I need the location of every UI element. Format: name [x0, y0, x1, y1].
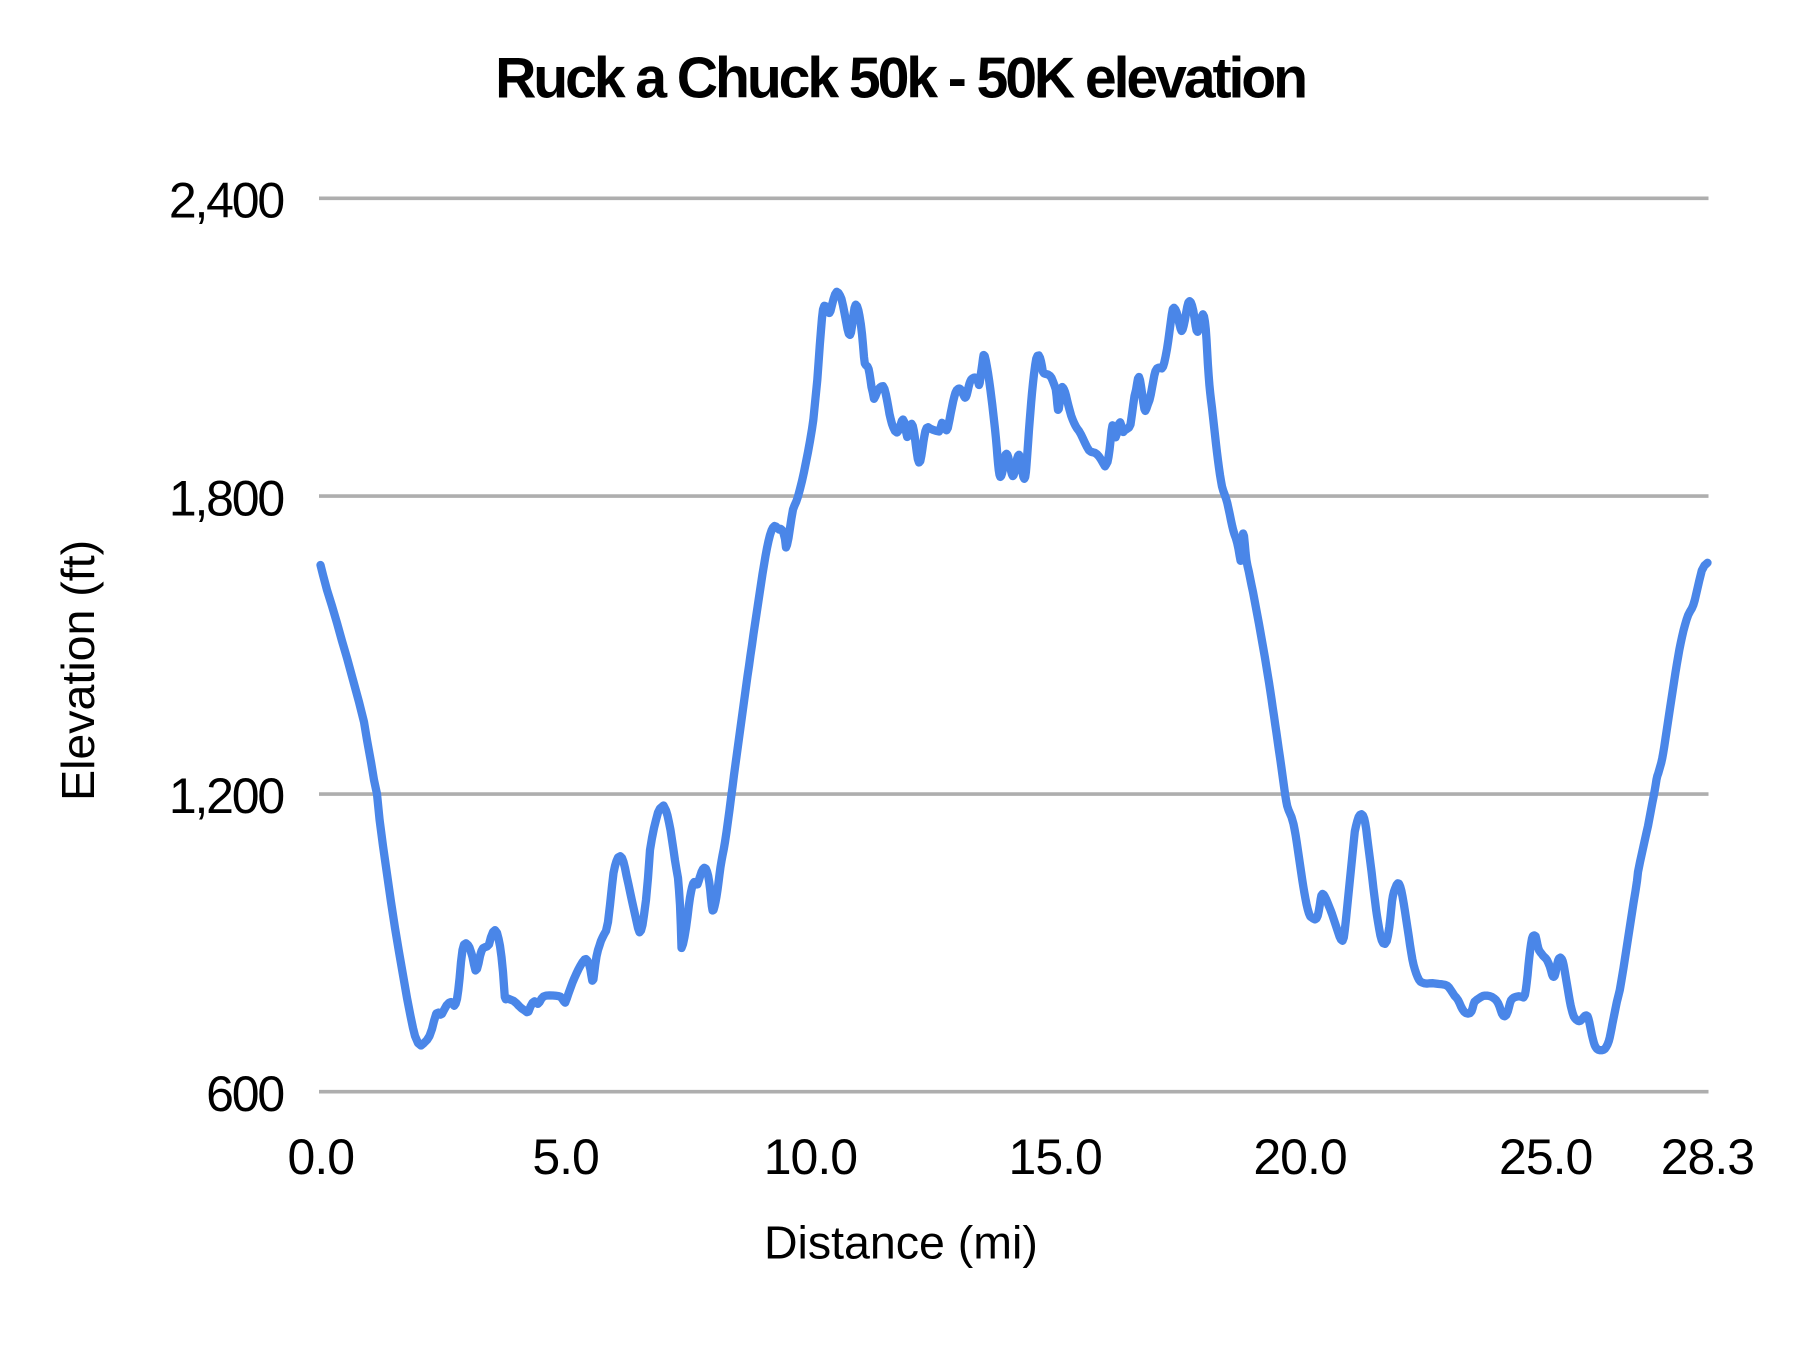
svg-text:15.0: 15.0 [1009, 1129, 1102, 1185]
svg-text:Elevation (ft): Elevation (ft) [52, 540, 104, 801]
svg-text:28.3: 28.3 [1661, 1129, 1754, 1185]
svg-text:5.0: 5.0 [532, 1129, 599, 1185]
svg-text:Distance (mi): Distance (mi) [764, 1217, 1038, 1269]
svg-text:2,400: 2,400 [169, 173, 284, 229]
svg-text:20.0: 20.0 [1253, 1129, 1346, 1185]
svg-text:1,800: 1,800 [169, 470, 284, 526]
svg-text:600: 600 [206, 1066, 283, 1122]
svg-text:25.0: 25.0 [1499, 1129, 1592, 1185]
svg-text:Ruck a Chuck 50k - 50K elevati: Ruck a Chuck 50k - 50K elevation [495, 47, 1305, 111]
svg-text:1,200: 1,200 [169, 768, 284, 824]
svg-text:10.0: 10.0 [764, 1129, 857, 1185]
svg-text:0.0: 0.0 [288, 1129, 355, 1185]
